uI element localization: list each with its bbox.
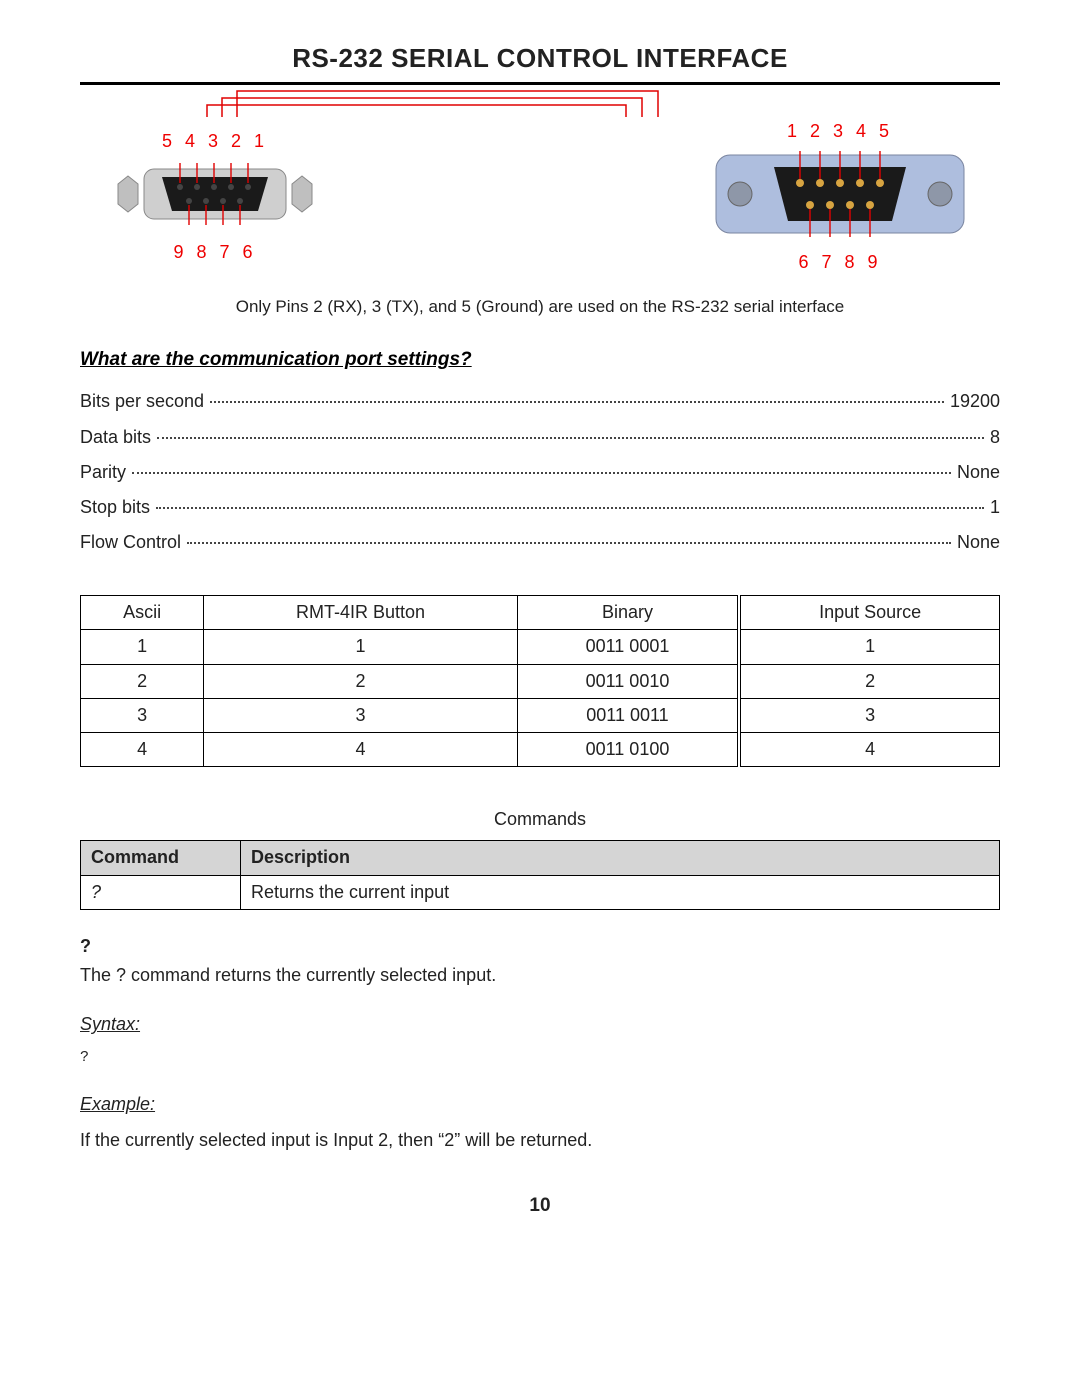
setting-value: None xyxy=(957,530,1000,555)
command-description-text: The ? command returns the currently sele… xyxy=(80,963,1000,988)
setting-label: Flow Control xyxy=(80,530,181,555)
dot-leader xyxy=(187,542,951,544)
table-header-row: Command Description xyxy=(81,841,1000,875)
col-description: Description xyxy=(241,841,1000,875)
cell: 0011 0001 xyxy=(517,630,739,664)
pins-bottom-left: 9 8 7 6 xyxy=(110,240,320,265)
cell: 1 xyxy=(739,630,999,664)
cell: 0011 0010 xyxy=(517,664,739,698)
col-command: Command xyxy=(81,841,241,875)
page-number: 10 xyxy=(80,1193,1000,1220)
command-table: Command Description ? Returns the curren… xyxy=(80,840,1000,909)
setting-value: 8 xyxy=(990,425,1000,450)
command-cell: ? xyxy=(81,875,241,909)
connector-diagram: 5 4 3 2 1 9 8 7 6 1 2 3 4 5 xyxy=(110,115,970,279)
connector-right: 1 2 3 4 5 6 7 8 9 xyxy=(710,115,970,279)
pins-top-left: 5 4 3 2 1 xyxy=(110,129,320,154)
setting-row: Stop bits 1 xyxy=(80,495,1000,520)
cell: 4 xyxy=(739,733,999,767)
dot-leader xyxy=(157,437,984,439)
setting-label: Stop bits xyxy=(80,495,150,520)
cell: 1 xyxy=(81,630,204,664)
cell: 4 xyxy=(204,733,517,767)
description-cell: Returns the current input xyxy=(241,875,1000,909)
connector-left: 5 4 3 2 1 9 8 7 6 xyxy=(110,125,320,269)
command-name-heading: ? xyxy=(80,934,1000,959)
setting-value: 19200 xyxy=(950,389,1000,414)
figure-caption: Only Pins 2 (RX), 3 (TX), and 5 (Ground)… xyxy=(80,295,1000,319)
setting-value: None xyxy=(957,460,1000,485)
syntax-code: ? xyxy=(80,1047,1000,1068)
col-input-source: Input Source xyxy=(739,596,999,630)
syntax-heading: Syntax: xyxy=(80,1012,1000,1037)
col-binary: Binary xyxy=(517,596,739,630)
setting-label: Parity xyxy=(80,460,126,485)
setting-value: 1 xyxy=(990,495,1000,520)
commands-heading: Commands xyxy=(80,807,1000,832)
pins-top-right: 1 2 3 4 5 xyxy=(710,119,970,144)
table-row: 1 1 0011 0001 1 xyxy=(81,630,1000,664)
cell: 4 xyxy=(81,733,204,767)
dot-leader xyxy=(210,401,944,403)
cell: 0011 0011 xyxy=(517,698,739,732)
pin-bridge-lines xyxy=(110,87,970,117)
setting-label: Bits per second xyxy=(80,389,204,414)
setting-row: Flow Control None xyxy=(80,530,1000,555)
col-ascii: Ascii xyxy=(81,596,204,630)
cell: 2 xyxy=(739,664,999,698)
dot-leader xyxy=(132,472,951,474)
table-row: ? Returns the current input xyxy=(81,875,1000,909)
table-row: 3 3 0011 0011 3 xyxy=(81,698,1000,732)
page-title: RS-232 SERIAL CONTROL INTERFACE xyxy=(80,40,1000,85)
table-header-row: Ascii RMT-4IR Button Binary Input Source xyxy=(81,596,1000,630)
cell: 2 xyxy=(81,664,204,698)
setting-row: Parity None xyxy=(80,460,1000,485)
col-rmt: RMT-4IR Button xyxy=(204,596,517,630)
db9-female-icon xyxy=(110,159,320,229)
dot-leader xyxy=(156,507,984,509)
table-row: 2 2 0011 0010 2 xyxy=(81,664,1000,698)
cell: 3 xyxy=(739,698,999,732)
setting-row: Data bits 8 xyxy=(80,425,1000,450)
db9-male-icon xyxy=(710,149,970,239)
pins-bottom-right: 6 7 8 9 xyxy=(710,250,970,275)
cell: 3 xyxy=(204,698,517,732)
cell: 3 xyxy=(81,698,204,732)
ascii-binary-table: Ascii RMT-4IR Button Binary Input Source… xyxy=(80,595,1000,767)
setting-label: Data bits xyxy=(80,425,151,450)
cell: 2 xyxy=(204,664,517,698)
table-row: 4 4 0011 0100 4 xyxy=(81,733,1000,767)
setting-row: Bits per second 19200 xyxy=(80,389,1000,414)
example-text: If the currently selected input is Input… xyxy=(80,1128,1000,1153)
section-question: What are the communication port settings… xyxy=(80,347,1000,374)
cell: 0011 0100 xyxy=(517,733,739,767)
example-heading: Example: xyxy=(80,1092,1000,1117)
port-settings-list: Bits per second 19200 Data bits 8 Parity… xyxy=(80,389,1000,555)
cell: 1 xyxy=(204,630,517,664)
